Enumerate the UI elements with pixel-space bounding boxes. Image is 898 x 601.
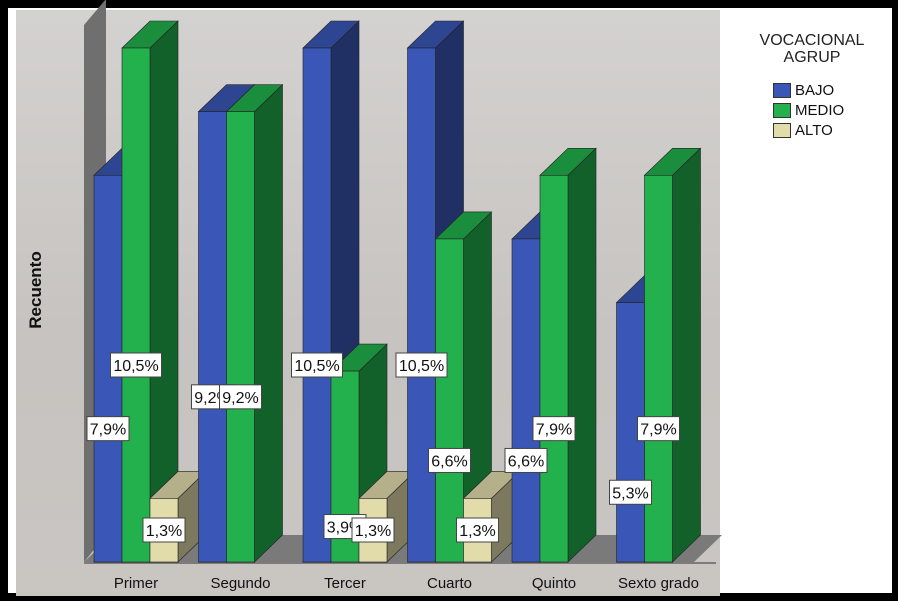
legend-label: BAJO — [795, 81, 835, 99]
legend-label: MEDIO — [795, 101, 845, 119]
legend-swatch — [773, 122, 791, 138]
data-label-box — [637, 416, 680, 442]
data-label-box — [86, 416, 130, 442]
data-label-box — [504, 447, 548, 473]
legend-title: VOCACIONAL AGRUP — [759, 32, 865, 66]
legend-label: ALTO — [795, 121, 833, 139]
bar-medio-segundo — [225, 83, 284, 563]
bar-medio-primer — [121, 20, 179, 563]
data-label-box — [456, 517, 499, 543]
x-tick-label: Sexto grado — [618, 575, 699, 592]
data-label: 5,3% — [612, 485, 648, 502]
x-tick-label: Segundo — [210, 575, 270, 592]
x-tick-label: Cuarto — [427, 575, 472, 592]
legend-swatch — [773, 102, 791, 118]
legend-item-alto: ALTO — [773, 121, 833, 139]
data-label-box — [532, 416, 576, 442]
data-label: 7,9% — [536, 422, 572, 439]
data-label: 7,9% — [90, 422, 126, 439]
data-label-box — [291, 352, 343, 378]
y-axis-label: Recuento — [26, 251, 45, 329]
data-label-box — [219, 384, 262, 410]
legend-item-medio: MEDIO — [773, 101, 845, 119]
data-label-box — [395, 352, 448, 378]
bar-medio-quinto — [539, 147, 597, 563]
data-label: 10,5% — [294, 358, 339, 375]
bar-medio-cuarto — [434, 211, 493, 563]
data-label: 1,3% — [459, 523, 495, 540]
data-label: 7,9% — [640, 422, 676, 439]
data-label-box — [110, 352, 162, 378]
bar-medio-sexto-grado — [643, 147, 702, 563]
data-label: 9,2% — [222, 390, 258, 407]
x-tick-label: Tercer — [324, 575, 366, 592]
data-label-box — [609, 479, 652, 505]
data-label-box — [351, 517, 395, 543]
data-label: 10,5% — [399, 358, 444, 375]
data-label: 6,6% — [431, 453, 467, 470]
data-label: 1,3% — [146, 523, 182, 540]
data-label: 1,3% — [355, 523, 391, 540]
x-tick-label: Primer — [114, 575, 158, 592]
data-label: 6,6% — [508, 453, 544, 470]
data-label-box — [428, 447, 471, 473]
x-tick-label: Quinto — [532, 575, 576, 592]
data-label: 10,5% — [113, 358, 158, 375]
data-label-box — [142, 517, 186, 543]
legend-swatch — [773, 82, 791, 98]
legend-item-bajo: BAJO — [773, 81, 835, 99]
